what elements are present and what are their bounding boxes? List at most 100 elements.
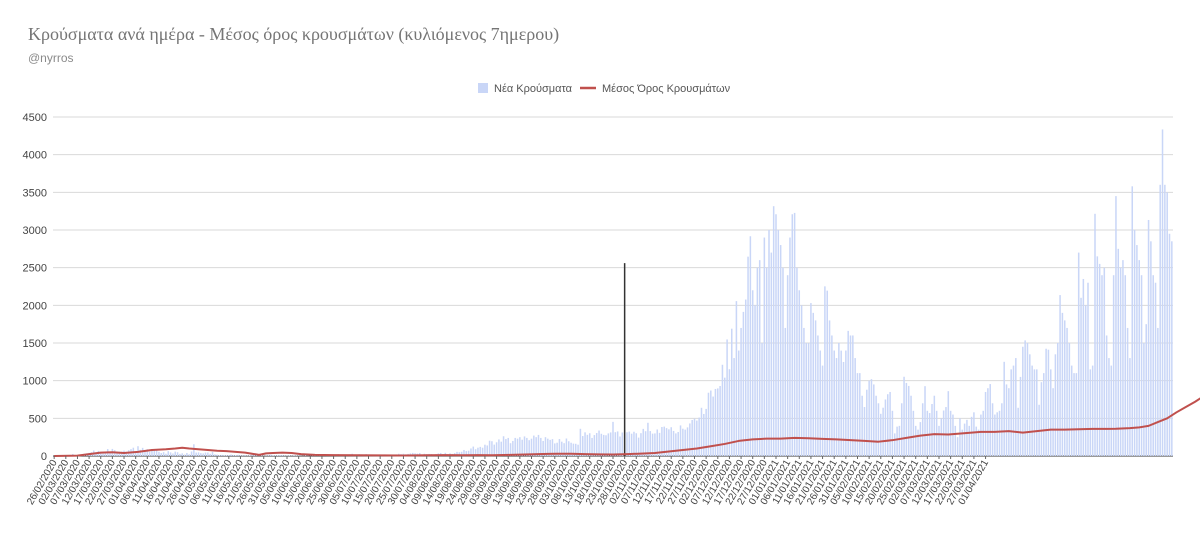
bar [211,451,214,456]
bar [495,442,498,456]
bar [1075,373,1078,456]
bar [954,425,957,456]
bar [742,311,745,456]
y-tick-label: 0 [41,451,47,463]
bar [1094,213,1096,456]
bar [961,429,964,456]
bar [1115,196,1117,456]
bar [1171,241,1173,456]
bar [698,417,700,456]
bar [1033,369,1036,456]
bar [609,432,612,456]
bar [561,441,563,456]
bar [551,439,554,456]
legend-swatch-bars [478,83,488,93]
bar [975,426,977,456]
bar [938,425,940,456]
bar [190,451,193,456]
bar [789,237,791,456]
bar [626,432,628,456]
bar [651,433,654,456]
bar [470,448,472,456]
bar [765,267,768,456]
bar [519,437,521,456]
bar [859,373,861,456]
bar [812,312,815,456]
bar [917,429,919,456]
bar [204,452,207,456]
bar [733,358,735,456]
bar [218,455,221,456]
bar [526,437,528,456]
bar [840,350,842,456]
bar [1112,275,1115,456]
bar [1056,343,1059,456]
bar [528,440,530,456]
bar [730,328,733,456]
bar [579,428,582,456]
bar [758,260,761,456]
bar [1091,365,1094,456]
bar [1133,230,1136,456]
bar [735,301,738,456]
bar [966,419,968,456]
bar [249,455,251,456]
bar [826,290,828,456]
bar [751,290,754,456]
y-tick-label: 4000 [23,150,47,162]
bar [642,428,645,456]
bar [563,443,565,456]
bar [838,343,840,456]
bar [558,439,561,456]
bar [556,442,558,456]
bar [253,455,256,456]
bar [607,433,610,456]
bar [304,455,307,456]
bar [1054,354,1057,456]
bar [707,392,710,456]
bar [467,450,470,456]
bar [251,454,253,456]
bar [1103,267,1106,456]
bar [544,437,547,456]
bar [474,449,477,456]
bar [272,455,274,456]
bar [970,416,973,456]
bar [509,443,512,456]
bar [719,386,721,456]
bar [602,434,605,456]
bar [1024,340,1026,456]
bar [977,429,980,456]
bar [160,452,163,456]
bar [1047,349,1050,456]
bar [1136,245,1138,456]
bar [728,369,731,456]
bar [721,364,724,456]
bar [1049,369,1052,456]
bar [696,420,698,456]
bar [761,343,763,456]
bar [167,451,170,456]
bar [116,451,118,456]
bar [868,380,870,456]
bar [996,412,998,456]
bar [810,303,812,456]
bar [782,267,784,456]
bar [982,410,984,456]
bar [1001,403,1003,456]
line-series [54,397,1200,457]
bar [465,451,468,456]
bar [884,399,887,456]
bar [1063,320,1066,456]
bar [803,327,805,456]
bar [898,425,901,456]
bar [703,413,705,456]
bar [104,451,107,456]
bar [1154,282,1157,456]
bar [875,395,877,456]
bar [1126,327,1129,456]
bar [1045,348,1047,456]
bar [1101,275,1103,456]
bar [193,444,195,456]
